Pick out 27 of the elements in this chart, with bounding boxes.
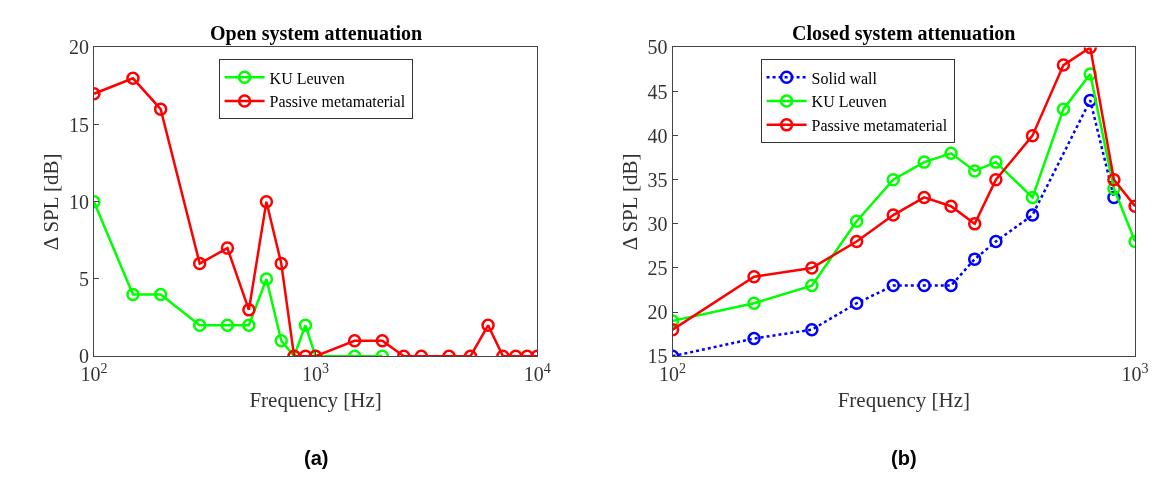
y-tick-label: 25 <box>647 256 668 279</box>
y-tick-label: 10 <box>68 190 89 213</box>
x-axis-title: Frequency [Hz] <box>249 388 382 413</box>
chart-title: Open system attenuation <box>210 22 423 45</box>
text: (a) <box>304 447 329 469</box>
legend-label: Passive metamaterial <box>269 93 406 111</box>
y-tick-label: 45 <box>647 80 668 103</box>
y-tick-label: 15 <box>68 113 89 136</box>
y-tick-label: 20 <box>68 36 89 59</box>
y-tick-label: 35 <box>647 168 668 191</box>
y-tick-label: 20 <box>647 301 668 324</box>
legend-label: Solid wall <box>811 69 878 87</box>
y-axis-title: Δ SPL [dB] <box>39 153 64 251</box>
legend-label: Passive metamaterial <box>811 117 948 135</box>
x-tick-label: 10$^{3}$ <box>1121 360 1149 386</box>
legend-label: KU Leuven <box>269 69 345 87</box>
chart-title: Closed system attenuation <box>792 22 1016 45</box>
y-tick-label: 5 <box>78 267 89 290</box>
y-tick-label: 40 <box>647 124 668 147</box>
x-tick-label: 10$^{3}$ <box>302 360 330 386</box>
y-tick-label: 30 <box>647 212 668 235</box>
x-axis-title: Frequency [Hz] <box>837 388 971 413</box>
x-tick-label: 10$^{4}$ <box>523 360 551 386</box>
legend-label: KU Leuven <box>811 93 887 111</box>
y-tick-label: 50 <box>647 36 668 59</box>
y-axis-title: Δ SPL [dB] <box>617 153 642 251</box>
text: (b) <box>891 447 917 469</box>
